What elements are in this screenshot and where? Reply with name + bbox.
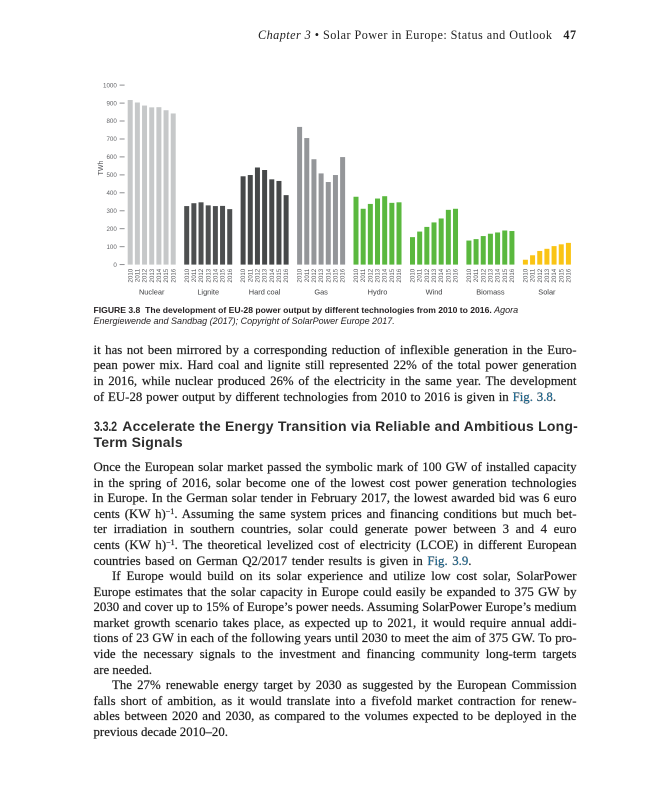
svg-text:200: 200: [106, 226, 117, 233]
svg-text:2011: 2011: [473, 268, 480, 282]
svg-text:700: 700: [106, 136, 117, 143]
svg-text:0: 0: [113, 262, 117, 269]
svg-text:Hydro: Hydro: [368, 288, 388, 297]
svg-text:Solar: Solar: [538, 288, 556, 297]
svg-text:2013: 2013: [262, 268, 269, 282]
svg-text:2010: 2010: [184, 268, 191, 282]
svg-text:Gas: Gas: [314, 288, 328, 297]
svg-text:2015: 2015: [163, 268, 170, 282]
svg-text:2012: 2012: [142, 268, 149, 282]
svg-text:2011: 2011: [530, 268, 537, 282]
svg-text:2015: 2015: [333, 268, 340, 282]
svg-text:2010: 2010: [127, 268, 134, 282]
svg-text:2011: 2011: [360, 268, 367, 282]
svg-text:2010: 2010: [297, 268, 304, 282]
svg-text:Lignite: Lignite: [197, 288, 219, 297]
svg-text:2010: 2010: [240, 268, 247, 282]
svg-text:2014: 2014: [212, 268, 219, 282]
svg-text:2012: 2012: [198, 268, 205, 282]
svg-text:2014: 2014: [495, 268, 502, 282]
svg-text:2012: 2012: [254, 268, 261, 282]
svg-text:2015: 2015: [502, 268, 509, 282]
svg-text:100: 100: [106, 244, 117, 251]
svg-text:2013: 2013: [375, 268, 382, 282]
svg-text:2010: 2010: [353, 268, 360, 282]
svg-text:600: 600: [106, 154, 117, 161]
svg-text:2012: 2012: [367, 268, 374, 282]
svg-text:2013: 2013: [149, 268, 156, 282]
svg-text:400: 400: [106, 190, 117, 197]
svg-text:2015: 2015: [220, 268, 227, 282]
svg-text:800: 800: [106, 118, 117, 125]
svg-text:2013: 2013: [318, 268, 325, 282]
svg-text:2013: 2013: [544, 268, 551, 282]
svg-text:2012: 2012: [537, 268, 544, 282]
svg-text:2010: 2010: [410, 268, 417, 282]
svg-text:2011: 2011: [134, 268, 141, 282]
svg-text:2011: 2011: [247, 268, 254, 282]
svg-text:2010: 2010: [466, 268, 473, 282]
svg-text:2012: 2012: [311, 268, 318, 282]
svg-text:2016: 2016: [170, 268, 177, 282]
svg-text:2013: 2013: [205, 268, 212, 282]
svg-text:2016: 2016: [283, 268, 290, 282]
svg-text:2016: 2016: [565, 268, 572, 282]
svg-text:900: 900: [106, 100, 117, 107]
svg-text:2014: 2014: [156, 268, 163, 282]
svg-text:2014: 2014: [269, 268, 276, 282]
svg-text:2013: 2013: [431, 268, 438, 282]
svg-text:2015: 2015: [276, 268, 283, 282]
svg-text:2011: 2011: [191, 268, 198, 282]
svg-text:2014: 2014: [551, 268, 558, 282]
svg-text:Wind: Wind: [426, 288, 443, 297]
svg-text:2014: 2014: [382, 268, 389, 282]
svg-text:2011: 2011: [417, 268, 424, 282]
svg-text:2011: 2011: [304, 268, 311, 282]
svg-text:500: 500: [106, 172, 117, 179]
svg-text:2010: 2010: [522, 268, 529, 282]
svg-text:2016: 2016: [340, 268, 347, 282]
svg-text:2013: 2013: [487, 268, 494, 282]
svg-text:2014: 2014: [325, 268, 332, 282]
svg-text:2016: 2016: [396, 268, 403, 282]
svg-text:2012: 2012: [424, 268, 431, 282]
svg-text:2016: 2016: [509, 268, 516, 282]
svg-text:Biomass: Biomass: [476, 288, 505, 297]
svg-text:2012: 2012: [480, 268, 487, 282]
svg-text:2015: 2015: [445, 268, 452, 282]
svg-text:2015: 2015: [389, 268, 396, 282]
svg-text:300: 300: [106, 208, 117, 215]
svg-text:Hard coal: Hard coal: [249, 288, 281, 297]
svg-text:2016: 2016: [227, 268, 234, 282]
svg-text:2015: 2015: [558, 268, 565, 282]
svg-text:2016: 2016: [453, 268, 460, 282]
svg-text:Nuclear: Nuclear: [139, 288, 165, 297]
svg-text:1000: 1000: [103, 82, 117, 89]
svg-text:2014: 2014: [438, 268, 445, 282]
svg-text:TWh: TWh: [98, 161, 105, 176]
